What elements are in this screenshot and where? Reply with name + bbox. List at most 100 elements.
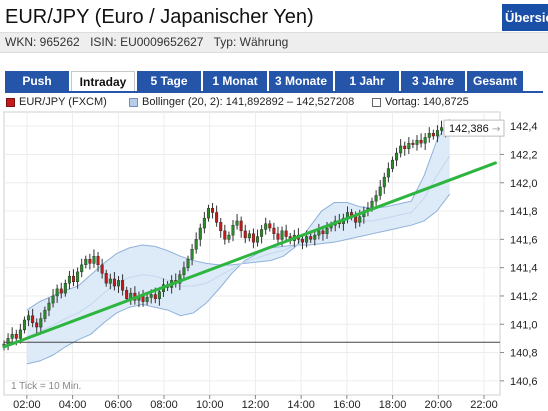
candle: [309, 232, 313, 243]
candle-body: [63, 283, 67, 294]
y-tick-label: 141,8: [510, 206, 538, 218]
tab-3-jahre[interactable]: 3 Jahre: [401, 71, 465, 91]
candle-body: [399, 145, 403, 154]
candle: [227, 231, 231, 243]
candle-body: [435, 130, 439, 137]
candle: [247, 230, 251, 242]
tab-intraday[interactable]: Intraday: [71, 71, 135, 91]
intraday-chart: 142,4 142,2 142,0 141,8 141,6 141,4 141,2 141,0…: [0, 110, 548, 411]
y-tick-label: 142,0: [510, 178, 538, 190]
tick-footnote: 1 Tick = 10 Min.: [11, 381, 81, 392]
candle: [243, 224, 247, 244]
candle-body: [382, 176, 386, 188]
candle: [399, 139, 403, 158]
candle-body: [186, 258, 190, 268]
candle: [211, 202, 215, 219]
tab-1-monat[interactable]: 1 Monat: [203, 71, 267, 91]
candle: [239, 216, 243, 238]
type-label: Typ: Währung: [213, 35, 289, 49]
candle: [43, 306, 47, 323]
x-tick-label: 02:00: [13, 399, 41, 411]
candle: [431, 129, 435, 140]
candle: [313, 229, 317, 246]
x-axis-ticks: 02:00 04:00 06:00 08:00 10:00 12:00 14:00 16:00…: [13, 395, 498, 411]
tab-3-monate[interactable]: 3 Monate: [269, 71, 333, 91]
legend-previous-day-label: Vortag: 140,8725: [385, 96, 469, 108]
candle-body: [100, 264, 104, 274]
candle: [190, 244, 194, 266]
candle: [108, 273, 112, 290]
candle-body: [370, 200, 374, 209]
trend-line: [2, 161, 497, 349]
tab-1-jahr[interactable]: 1 Jahr: [335, 71, 399, 91]
candle-body: [76, 271, 80, 283]
candle-body: [239, 220, 243, 232]
candle: [223, 224, 227, 245]
candle: [35, 318, 39, 335]
tab-push[interactable]: Push: [5, 71, 69, 91]
bollinger-swatch-icon: [129, 97, 138, 107]
candle: [84, 255, 88, 269]
candle: [63, 279, 67, 297]
candle-body: [145, 297, 149, 302]
candle: [10, 327, 14, 343]
candle-body: [59, 288, 63, 294]
x-tick-label: 12:00: [242, 399, 270, 411]
candle: [157, 287, 161, 306]
tab-5-tage[interactable]: 5 Tage: [137, 71, 201, 91]
series-swatch-icon: [6, 97, 15, 107]
legend-item-series: EUR/JPY (FXCM): [6, 96, 107, 108]
candle: [104, 269, 108, 287]
candle-body: [84, 258, 88, 266]
legend-item-previous-day: Vortag: 140,8725: [372, 96, 469, 108]
legend-series-label: EUR/JPY (FXCM): [19, 96, 107, 108]
candle-body: [390, 159, 394, 169]
x-tick-label: 10:00: [196, 399, 224, 411]
bollinger-lower-line: [26, 193, 451, 365]
candle-body: [121, 280, 125, 291]
candle-body: [247, 233, 251, 239]
candle: [215, 205, 219, 227]
candle: [112, 272, 116, 291]
candle-body: [268, 223, 272, 229]
candle-body: [116, 280, 120, 287]
candle-body: [35, 322, 39, 328]
y-tick-label: 141,2: [510, 291, 538, 303]
candle: [31, 308, 35, 328]
candle-body: [374, 195, 378, 202]
candle-body: [219, 222, 223, 232]
candle: [88, 253, 92, 270]
candle-body: [6, 338, 10, 345]
timeframe-tabs: Push Intraday 5 Tage 1 Monat 3 Monate 1 …: [5, 71, 525, 91]
candle: [386, 162, 390, 183]
candle: [92, 249, 96, 268]
legend-item-bollinger: Bollinger (20, 2): 141,892892 – 142,5272…: [129, 96, 354, 108]
candle: [39, 312, 43, 333]
candle-body: [260, 229, 264, 237]
candle-body: [47, 302, 51, 311]
candle-body: [14, 333, 18, 339]
x-tick-label: 18:00: [379, 399, 407, 411]
last-price-marker: 142,386 →: [443, 119, 505, 137]
candle-body: [96, 256, 100, 266]
tab-gesamt[interactable]: Gesamt: [467, 71, 523, 91]
candle: [427, 127, 431, 143]
candle: [116, 275, 120, 293]
candle: [76, 267, 80, 289]
overview-button[interactable]: Übersic: [502, 4, 548, 31]
candle-body: [395, 152, 399, 161]
candle-body: [223, 230, 227, 240]
y-tick-label: 140,6: [510, 376, 538, 388]
candle-body: [305, 236, 309, 243]
wkn-label: WKN: 965262: [5, 35, 80, 49]
candle: [96, 251, 100, 272]
candle: [206, 204, 210, 222]
candle-body: [284, 230, 288, 237]
candle: [194, 232, 198, 254]
candle-body: [301, 239, 305, 243]
candle: [198, 223, 202, 247]
candle-body: [88, 258, 92, 264]
candle-body: [206, 208, 210, 219]
candle-body: [43, 309, 47, 319]
candle: [382, 172, 386, 194]
